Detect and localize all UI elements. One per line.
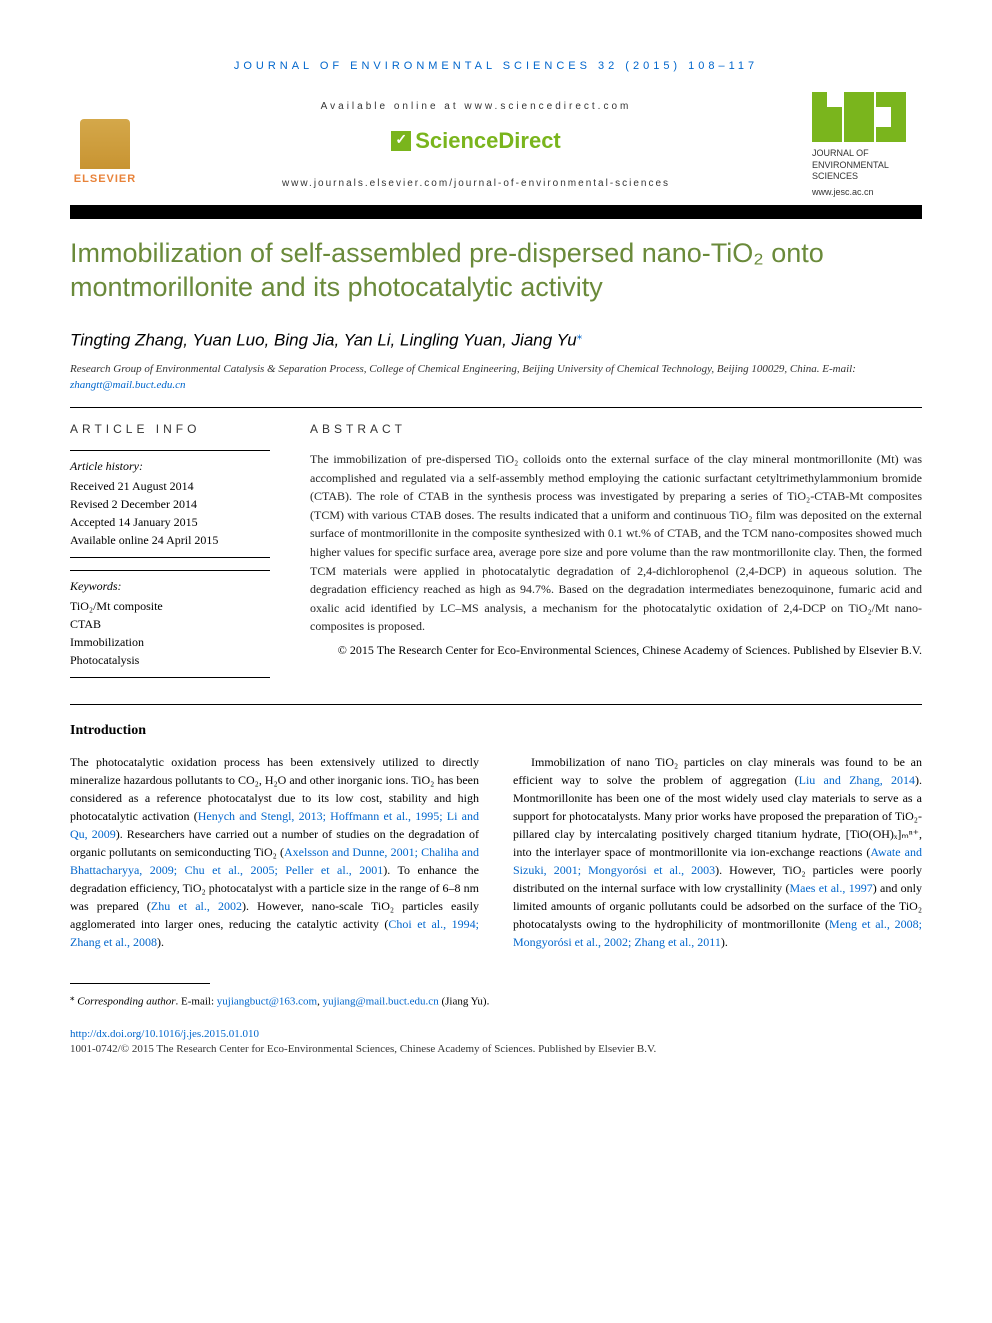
journal-url[interactable]: www.journals.elsevier.com/journal-of-env… (140, 178, 812, 189)
article-title: Immobilization of self-assembled pre-dis… (70, 237, 922, 305)
article-info-label: ARTICLE INFO (70, 422, 270, 436)
affiliation-email[interactable]: zhangtt@mail.buct.edu.cn (70, 379, 186, 391)
jes-icon (812, 92, 922, 142)
bottom-copyright: 1001-0742/© 2015 The Research Center for… (70, 1043, 922, 1055)
affiliation: Research Group of Environmental Catalysi… (70, 362, 922, 393)
abstract-copyright: © 2015 The Research Center for Eco-Envir… (310, 642, 922, 659)
sciencedirect-text: ScienceDirect (415, 128, 561, 154)
jes-url[interactable]: www.jesc.ac.cn (812, 187, 922, 197)
intro-column-right: Immobilization of nano TiO₂ particles on… (513, 753, 922, 951)
top-banner: ELSEVIER Available online at www.science… (70, 92, 922, 197)
keyword: Immobilization (70, 633, 270, 651)
corresponding-author-footnote: ⁎ Corresponding author. E-mail: yujiangb… (70, 992, 922, 1008)
citation-link[interactable]: Liu and Zhang, 2014 (799, 773, 915, 787)
keyword: TiO₂/Mt composite (70, 597, 270, 615)
accepted-date: Accepted 14 January 2015 (70, 513, 270, 531)
citation-link[interactable]: Maes et al., 1997 (789, 881, 872, 895)
online-date: Available online 24 April 2015 (70, 531, 270, 549)
divider-bar (70, 205, 922, 219)
abstract-text: The immobilization of pre-dispersed TiO₂… (310, 450, 922, 636)
article-history-box: Article history: Received 21 August 2014… (70, 450, 270, 558)
elsevier-tree-icon (80, 119, 130, 169)
jes-logo: JOURNAL OF ENVIRONMENTAL SCIENCES www.je… (812, 92, 922, 197)
keywords-label: Keywords: (70, 579, 270, 594)
keyword: Photocatalysis (70, 651, 270, 669)
divider (70, 704, 922, 705)
divider (70, 407, 922, 408)
intro-column-left: The photocatalytic oxidation process has… (70, 753, 479, 951)
citation-link[interactable]: Zhu et al., 2002 (151, 899, 242, 913)
footnote-separator (70, 983, 210, 984)
footnote-email-1[interactable]: yujiangbuct@163.com (217, 996, 317, 1008)
sciencedirect-logo[interactable]: ✓ ScienceDirect (391, 128, 561, 154)
elsevier-label: ELSEVIER (74, 173, 136, 185)
doi-link[interactable]: http://dx.doi.org/10.1016/j.jes.2015.01.… (70, 1028, 922, 1040)
jes-title: JOURNAL OF ENVIRONMENTAL SCIENCES (812, 148, 922, 183)
center-banner: Available online at www.sciencedirect.co… (140, 101, 812, 189)
elsevier-logo: ELSEVIER (70, 105, 140, 185)
introduction-heading: Introduction (70, 723, 922, 739)
available-online-text: Available online at www.sciencedirect.co… (140, 101, 812, 112)
keyword: CTAB (70, 615, 270, 633)
journal-header-line: JOURNAL OF ENVIRONMENTAL SCIENCES 32 (20… (70, 60, 922, 72)
abstract-label: ABSTRACT (310, 422, 922, 436)
keywords-box: Keywords: TiO₂/Mt composite CTAB Immobil… (70, 570, 270, 678)
received-date: Received 21 August 2014 (70, 477, 270, 495)
revised-date: Revised 2 December 2014 (70, 495, 270, 513)
footnote-email-2[interactable]: yujiang@mail.buct.edu.cn (323, 996, 439, 1008)
history-label: Article history: (70, 459, 270, 474)
check-icon: ✓ (391, 131, 411, 151)
authors: Tingting Zhang, Yuan Luo, Bing Jia, Yan … (70, 329, 922, 351)
